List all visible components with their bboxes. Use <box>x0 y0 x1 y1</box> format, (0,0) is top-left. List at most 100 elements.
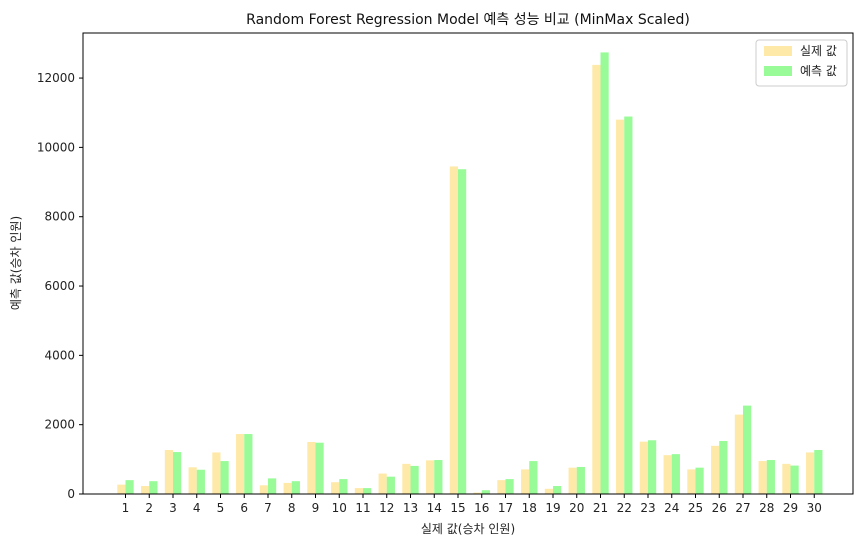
bar-predicted-19 <box>553 486 562 494</box>
legend-swatch-actual <box>764 46 792 56</box>
x-tick-label: 1 <box>122 501 130 515</box>
y-tick-label: 12000 <box>37 71 75 85</box>
x-tick-label: 13 <box>403 501 418 515</box>
bar-predicted-28 <box>766 460 775 494</box>
x-tick-label: 19 <box>545 501 560 515</box>
x-tick-label: 12 <box>379 501 394 515</box>
x-tick-label: 21 <box>593 501 608 515</box>
bar-predicted-29 <box>790 465 799 494</box>
bar-actual-25 <box>687 469 696 494</box>
bar-predicted-4 <box>196 469 205 494</box>
bar-actual-14 <box>426 460 435 494</box>
bar-predicted-21 <box>600 52 609 494</box>
bar-predicted-1 <box>125 480 134 494</box>
x-tick-label: 22 <box>617 501 632 515</box>
x-tick-label: 4 <box>193 501 201 515</box>
y-tick-label: 0 <box>67 487 75 501</box>
bar-actual-6 <box>236 434 245 494</box>
bar-predicted-10 <box>339 479 348 494</box>
x-tick-label: 29 <box>783 501 798 515</box>
bar-predicted-7 <box>268 478 277 494</box>
bar-predicted-24 <box>671 454 680 494</box>
bar-actual-11 <box>354 488 363 494</box>
x-tick-label: 16 <box>474 501 489 515</box>
legend-swatch-predicted <box>764 66 792 76</box>
y-axis-title: 예측 값(승차 인원) <box>9 216 23 310</box>
bar-actual-13 <box>402 463 411 494</box>
bar-predicted-5 <box>220 461 229 494</box>
bar-actual-30 <box>806 452 815 494</box>
bar-actual-16 <box>473 492 482 494</box>
bar-actual-8 <box>283 482 292 494</box>
y-tick-label: 4000 <box>44 348 75 362</box>
chart-title: Random Forest Regression Model 예측 성능 비교 … <box>246 12 690 28</box>
bar-actual-4 <box>188 467 197 494</box>
bar-predicted-13 <box>410 465 419 494</box>
bar-actual-18 <box>521 469 530 494</box>
bar-actual-26 <box>711 445 720 494</box>
bar-predicted-9 <box>315 442 324 494</box>
bar-predicted-15 <box>458 169 467 494</box>
x-tick-label: 5 <box>217 501 225 515</box>
x-axis: 1 2 3 4 5 6 7 8 9 10 11 12 13 14 15 16 17 18 19 20 21 22 23 24 2… <box>122 494 822 515</box>
bar-predicted-16 <box>481 490 490 494</box>
bar-actual-29 <box>782 463 791 494</box>
bar-predicted-18 <box>529 461 538 494</box>
x-tick-label: 6 <box>240 501 248 515</box>
legend-label-actual: 실제 값 <box>800 44 837 58</box>
bar-predicted-11 <box>363 488 372 494</box>
bar-actual-22 <box>616 119 625 495</box>
bar-predicted-12 <box>386 476 395 494</box>
x-tick-label: 27 <box>735 501 750 515</box>
x-tick-label: 26 <box>712 501 727 515</box>
x-tick-label: 15 <box>450 501 465 515</box>
x-tick-label: 25 <box>688 501 703 515</box>
bar-actual-10 <box>331 482 340 494</box>
bar-predicted-25 <box>695 467 704 494</box>
bar-actual-17 <box>497 480 506 494</box>
bar-actual-15 <box>449 166 458 494</box>
bar-predicted-27 <box>743 405 752 494</box>
bar-predicted-3 <box>173 452 182 494</box>
bar-predicted-2 <box>149 481 158 494</box>
bar-actual-1 <box>117 484 126 494</box>
x-tick-label: 28 <box>759 501 774 515</box>
x-tick-label: 18 <box>522 501 537 515</box>
x-tick-label: 23 <box>640 501 655 515</box>
bars-group <box>117 52 823 495</box>
y-tick-label: 8000 <box>44 210 75 224</box>
y-tick-label: 2000 <box>44 418 75 432</box>
legend-label-predicted: 예측 값 <box>800 64 837 78</box>
bar-actual-7 <box>259 485 268 494</box>
bar-predicted-22 <box>624 116 633 494</box>
bar-actual-9 <box>307 442 316 494</box>
bar-actual-28 <box>758 461 767 494</box>
bar-actual-20 <box>568 467 577 494</box>
bar-actual-21 <box>592 64 601 494</box>
x-tick-label: 10 <box>332 501 347 515</box>
x-axis-title: 실제 값(승차 인원) <box>421 522 515 536</box>
x-tick-label: 17 <box>498 501 513 515</box>
plot-frame <box>82 32 854 495</box>
x-tick-label: 8 <box>288 501 296 515</box>
x-tick-label: 2 <box>145 501 153 515</box>
bar-actual-2 <box>141 486 150 494</box>
bar-predicted-6 <box>244 434 253 494</box>
x-tick-label: 7 <box>264 501 272 515</box>
bar-predicted-14 <box>434 460 443 494</box>
bar-actual-19 <box>544 488 553 494</box>
x-tick-label: 24 <box>664 501 679 515</box>
y-tick-label: 6000 <box>44 279 75 293</box>
x-tick-label: 3 <box>169 501 177 515</box>
bar-actual-27 <box>734 414 743 494</box>
bar-actual-12 <box>378 473 387 494</box>
bar-actual-23 <box>639 441 648 494</box>
x-tick-label: 20 <box>569 501 584 515</box>
bar-predicted-20 <box>576 466 585 494</box>
bar-predicted-26 <box>719 440 728 494</box>
bar-predicted-17 <box>505 479 514 494</box>
bar-actual-5 <box>212 452 221 494</box>
bar-predicted-30 <box>814 449 823 494</box>
bar-actual-3 <box>164 449 173 494</box>
